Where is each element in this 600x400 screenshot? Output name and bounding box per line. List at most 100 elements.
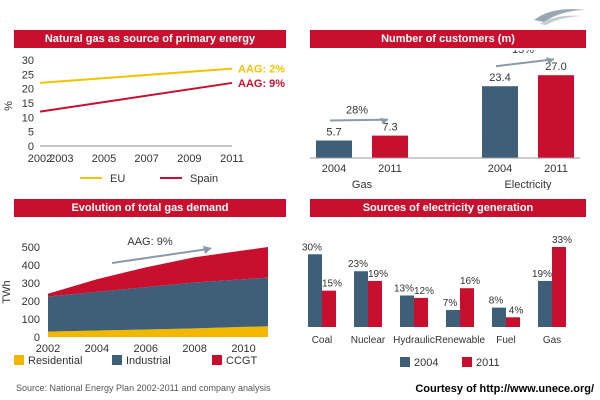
bar-value-label: 23%	[348, 259, 368, 270]
bar-value-label: 13%	[394, 283, 414, 294]
legend-swatch	[112, 355, 122, 365]
y-tick-label: 0	[34, 332, 40, 344]
growth-arrow-head	[380, 117, 388, 125]
x-tick-label: 2010	[231, 343, 255, 355]
legend-label: 2011	[476, 357, 500, 369]
x-tick-label: 2004	[85, 343, 109, 355]
y-tick-label: 500	[22, 242, 40, 254]
x-tick-label: 2002	[36, 343, 60, 355]
bar-renewable-2004	[446, 310, 460, 327]
bar-hydraulic-2004	[400, 295, 414, 327]
source-note: Source: National Energy Plan 2002-2011 a…	[16, 383, 271, 393]
bar-category-label: Hydraulic	[393, 335, 435, 346]
bar-nuclear-2011	[368, 280, 382, 327]
growth-arrow-head	[203, 246, 212, 254]
bar-value-label: 5.7	[326, 127, 341, 139]
series-line-eu	[39, 67, 233, 84]
growth-arrow	[495, 58, 555, 68]
panel-title-electricity-sources: Sources of electricity generation	[310, 199, 586, 217]
x-tick-label: 2007	[134, 153, 158, 165]
bar-nuclear-2004	[354, 271, 368, 327]
bar-renewable-2011	[460, 288, 474, 327]
bar-value-label: 8%	[489, 296, 504, 307]
x-tick-label: 2011	[220, 153, 244, 165]
x-tick-label: 2008	[182, 343, 206, 355]
bar-category-label: Gas	[543, 335, 561, 346]
area-residential	[48, 326, 268, 337]
bar-gas-2004	[538, 280, 552, 327]
bar-electricity-2004	[482, 86, 518, 158]
bar-gas-2011	[552, 247, 566, 327]
x-tick-label: 2003	[49, 153, 73, 165]
legend-label: 2004	[414, 357, 438, 369]
x-tick-label: 2009	[177, 153, 201, 165]
area-industrial	[48, 277, 268, 332]
legend-swatch	[14, 355, 24, 365]
bar-value-label: 19%	[532, 269, 552, 280]
y-tick-label: 0	[28, 141, 34, 153]
bar-gas-2004	[316, 140, 352, 158]
x-tick-label: 2002	[28, 153, 52, 165]
legend-label: Residential	[28, 355, 82, 367]
bar-fuel-2004	[492, 307, 506, 327]
bar-fuel-2011	[506, 317, 520, 327]
legend-swatch	[400, 357, 410, 367]
bar-category-label: Nuclear	[351, 335, 386, 346]
panel-title-primary-energy: Natural gas as source of primary energy	[14, 30, 286, 48]
series-line-spain	[39, 81, 233, 113]
growth-label: 15%	[512, 50, 534, 56]
x-tick-label: 2005	[92, 153, 116, 165]
group-label: Gas	[352, 179, 373, 190]
y-axis-label: TWh	[1, 280, 13, 303]
bar-value-label: 23.4	[489, 72, 510, 84]
legend-swatch	[462, 357, 472, 367]
bar-value-label: 30%	[302, 242, 322, 253]
bar-value-label: 27.0	[545, 61, 566, 73]
bar-category-label: 2011	[378, 163, 402, 175]
area-ccgt	[48, 247, 268, 297]
bar-hydraulic-2011	[414, 297, 428, 327]
bar-value-label: 15%	[322, 279, 342, 290]
credit-note: Courtesy of http://www.unece.org/	[415, 383, 594, 395]
growth-arrow	[329, 118, 389, 122]
bar-value-label: 19%	[368, 269, 388, 280]
bar-coal-2004	[308, 254, 322, 327]
y-axis-label: %	[3, 101, 15, 111]
bar-value-label: 33%	[552, 235, 572, 246]
y-tick-label: 15	[22, 98, 34, 110]
growth-arrow	[111, 248, 209, 264]
legend-label: EU	[110, 173, 125, 185]
bar-category-label: 2011	[544, 163, 568, 175]
legend-label: CCGT	[226, 355, 257, 367]
bar-value-label: 12%	[414, 286, 434, 297]
bar-category-label: Coal	[312, 335, 333, 346]
x-tick-label: 2006	[134, 343, 158, 355]
bar-coal-2011	[322, 290, 336, 327]
series-annotation: AAG: 9%	[238, 78, 285, 90]
growth-arrow-head	[546, 57, 554, 65]
gas-demand-area-chart: 0 100 200 300 400 500 2002 2004 2006 2008 2010 TWh A…	[1, 236, 268, 367]
bar-value-label: 7%	[443, 298, 458, 309]
brand-logo	[534, 9, 586, 25]
legend-label: Spain	[190, 173, 218, 185]
panel-title-customers: Number of customers (m)	[310, 30, 586, 48]
series-annotation: AAG: 2%	[238, 64, 285, 76]
bar-category-label: Renewable	[435, 335, 485, 346]
y-tick-label: 100	[22, 314, 40, 326]
bar-electricity-2011	[538, 75, 574, 158]
bar-category-label: 2004	[488, 163, 512, 175]
customers-bar-chart: 5.7 2004 7.3 2011 28% Gas 23.4 2004 27.0 2011 15% E…	[310, 50, 580, 190]
group-label: Electricity	[504, 179, 552, 190]
y-tick-label: 25	[22, 69, 34, 81]
y-tick-label: 5	[28, 127, 34, 139]
bar-gas-2011	[372, 135, 408, 158]
y-tick-label: 10	[22, 112, 34, 124]
bar-value-label: 4%	[509, 305, 524, 316]
bar-category-label: 2004	[322, 163, 346, 175]
y-tick-label: 400	[22, 260, 40, 272]
bar-value-label: 16%	[460, 276, 480, 287]
legend-swatch	[212, 355, 222, 365]
y-tick-label: 300	[22, 278, 40, 290]
